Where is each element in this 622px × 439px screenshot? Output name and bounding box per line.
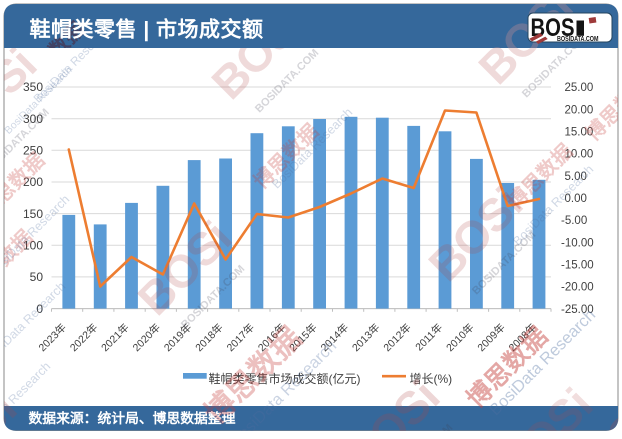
svg-text:150: 150 bbox=[23, 207, 43, 221]
svg-text:200: 200 bbox=[23, 175, 43, 189]
svg-text:-25.00: -25.00 bbox=[561, 304, 594, 316]
svg-text:0.00: 0.00 bbox=[565, 193, 587, 205]
svg-text:0: 0 bbox=[36, 302, 43, 316]
svg-text:-15.00: -15.00 bbox=[561, 260, 594, 272]
svg-text:鞋帽类零售市场成交额(亿元): 鞋帽类零售市场成交额(亿元) bbox=[209, 371, 361, 386]
svg-text:鞋帽类零售 | 市场成交额: 鞋帽类零售 | 市场成交额 bbox=[30, 18, 264, 42]
svg-text:5.00: 5.00 bbox=[565, 171, 587, 183]
svg-text:增长(%): 增长(%) bbox=[410, 372, 453, 386]
svg-text:10.00: 10.00 bbox=[565, 149, 594, 161]
svg-text:25.00: 25.00 bbox=[565, 82, 594, 94]
svg-text:BOSIDATA.COM: BOSIDATA.COM bbox=[557, 36, 599, 43]
svg-text:-5.00: -5.00 bbox=[561, 215, 587, 227]
svg-text:300: 300 bbox=[23, 112, 43, 126]
svg-text:50: 50 bbox=[30, 270, 44, 284]
svg-text:-10.00: -10.00 bbox=[561, 237, 594, 249]
svg-text:100: 100 bbox=[23, 239, 43, 253]
svg-text:350: 350 bbox=[23, 80, 43, 94]
svg-text:-20.00: -20.00 bbox=[561, 282, 594, 294]
svg-text:20.00: 20.00 bbox=[565, 104, 594, 116]
svg-text:15.00: 15.00 bbox=[565, 127, 594, 139]
svg-text:250: 250 bbox=[23, 144, 43, 158]
svg-text:数据来源：统计局、博思数据整理: 数据来源：统计局、博思数据整理 bbox=[29, 410, 236, 426]
